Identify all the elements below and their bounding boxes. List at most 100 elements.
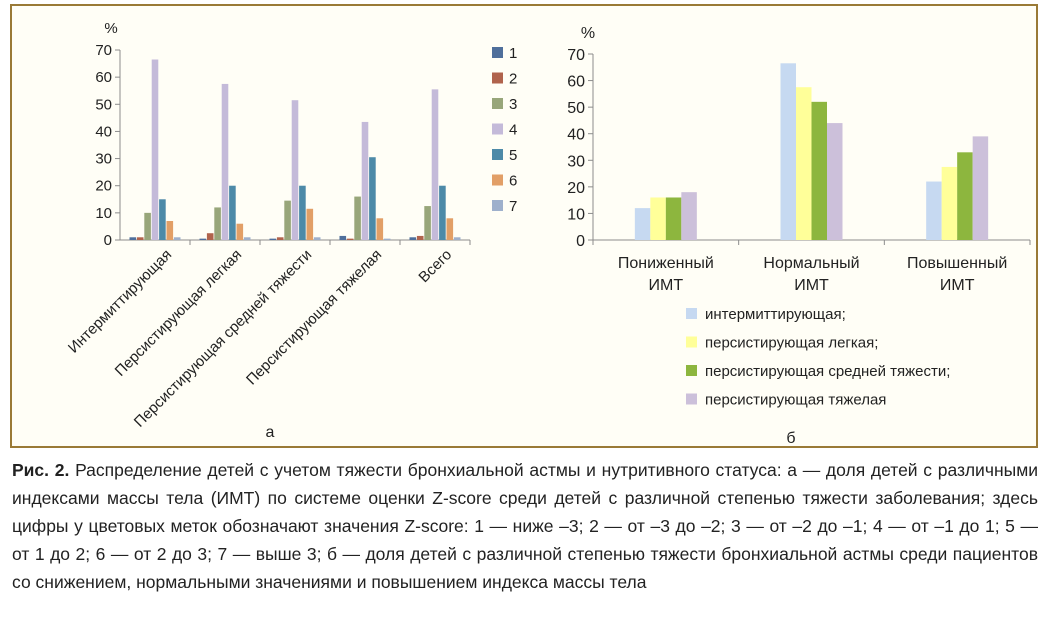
bar: [229, 185, 236, 240]
bar: [284, 200, 291, 240]
legend-swatch: [492, 149, 503, 160]
bar: [243, 237, 251, 240]
legend-swatch: [492, 123, 503, 135]
bar: [354, 196, 361, 240]
bar: [383, 238, 391, 240]
bar: [446, 218, 454, 240]
y-tick-label: 70: [95, 42, 112, 59]
legend-label: 4: [509, 122, 517, 139]
bar: [681, 192, 697, 240]
panel-label-b: б: [786, 430, 795, 446]
bar: [144, 212, 151, 240]
legend-label: персистирующая тяжелая: [705, 392, 886, 409]
bar: [811, 101, 827, 240]
bar: [346, 238, 354, 240]
legend-swatch: [686, 393, 697, 405]
x-tick-label-line: Пониженный: [618, 255, 714, 272]
bar: [221, 83, 229, 240]
legend-label: персистирующая легкая;: [705, 335, 878, 352]
bar: [650, 197, 666, 240]
x-tick-label-line: Нормальный: [763, 255, 859, 272]
x-tick-label: Персистирующая тяжелая: [243, 246, 385, 388]
y-tick-label: 20: [567, 180, 585, 197]
legend-label: 5: [509, 147, 517, 164]
legend-label: персистирующая средней тяжести;: [705, 363, 950, 380]
bar: [409, 237, 417, 240]
bar: [199, 238, 207, 240]
figure-caption: Рис. 2. Распределение детей с учетом тяж…: [12, 456, 1038, 596]
y-tick-label: 50: [95, 96, 112, 113]
x-tick-label: Нормальный ИМТ: [763, 255, 859, 294]
bar: [926, 181, 942, 240]
legend-swatch: [686, 308, 697, 319]
y-tick-label: 50: [567, 100, 585, 117]
x-tick-label-line: ИМТ: [649, 277, 684, 294]
bar: [431, 89, 439, 240]
y-axis-unit: %: [104, 20, 117, 37]
bar: [291, 100, 299, 240]
bar: [276, 237, 284, 240]
y-tick-label: 60: [95, 69, 112, 86]
y-tick-label: 10: [95, 205, 112, 222]
y-tick-label: 20: [95, 178, 112, 195]
legend-label: 7: [509, 198, 517, 215]
figure-panel: 0 10 20 30 40 50 60 70% Интермиттирующая Персисти…: [10, 4, 1038, 448]
bar: [634, 208, 651, 240]
x-tick-label: Всего: [415, 246, 455, 286]
legend-label: 3: [509, 96, 517, 113]
bar: [236, 223, 244, 240]
y-tick-label: 30: [567, 153, 585, 170]
bar: [665, 197, 682, 240]
legend-swatch: [492, 200, 503, 211]
legend-label: 1: [509, 45, 517, 62]
bar: [339, 235, 347, 240]
bar: [957, 152, 973, 240]
y-tick-label: 70: [567, 47, 585, 64]
y-tick-label: 0: [104, 232, 112, 249]
y-tick-label: 10: [567, 206, 585, 223]
bar: [972, 136, 989, 240]
y-tick-label: 0: [576, 233, 585, 250]
bar: [439, 185, 446, 240]
chart-b: 0 10 20 30 40 50 60 70% Пониженный ИМТ Нормальный И…: [567, 25, 1031, 446]
legend-label: 2: [509, 71, 517, 88]
y-tick-label: 40: [567, 127, 585, 144]
legend-swatch: [686, 365, 697, 376]
x-tick-label-line: ИМТ: [794, 277, 829, 294]
legend-swatch: [492, 98, 503, 109]
bar: [453, 237, 461, 240]
y-tick-label: 40: [95, 123, 112, 140]
y-axis-unit: %: [581, 25, 595, 42]
bar: [780, 63, 796, 240]
x-tick-label: Персистирующая легкая: [112, 246, 246, 380]
bar: [424, 206, 431, 240]
bar: [166, 221, 174, 240]
legend-label: интермиттирующая;: [705, 306, 846, 323]
panel-label-a: а: [266, 424, 275, 441]
bar: [269, 238, 277, 240]
bar: [129, 237, 137, 240]
bar: [941, 166, 958, 240]
bar: [214, 207, 221, 240]
legend-label: 6: [509, 173, 517, 190]
bar: [376, 218, 384, 240]
bar: [306, 208, 314, 240]
chart-a: 010203040506070%ИнтермиттирующаяПерсисти…: [65, 20, 517, 441]
legend-swatch: [686, 336, 697, 348]
bar: [173, 237, 181, 240]
x-tick-label: Пониженный ИМТ: [618, 255, 714, 294]
caption-text: Распределение детей с учетом тяжести бро…: [12, 460, 1038, 592]
legend-swatch: [492, 72, 503, 84]
x-tick-label-line: Повышенный: [907, 255, 1007, 272]
bar: [827, 123, 843, 240]
bar: [361, 121, 369, 240]
y-tick-label: 30: [95, 151, 112, 168]
bar: [299, 185, 306, 240]
bar: [369, 157, 376, 240]
x-tick-label-line: ИМТ: [940, 277, 975, 294]
bar: [151, 59, 159, 240]
bar: [136, 237, 144, 240]
legend-swatch: [492, 47, 503, 58]
x-tick-label: Повышенный ИМТ: [907, 255, 1007, 294]
bar: [796, 87, 812, 240]
